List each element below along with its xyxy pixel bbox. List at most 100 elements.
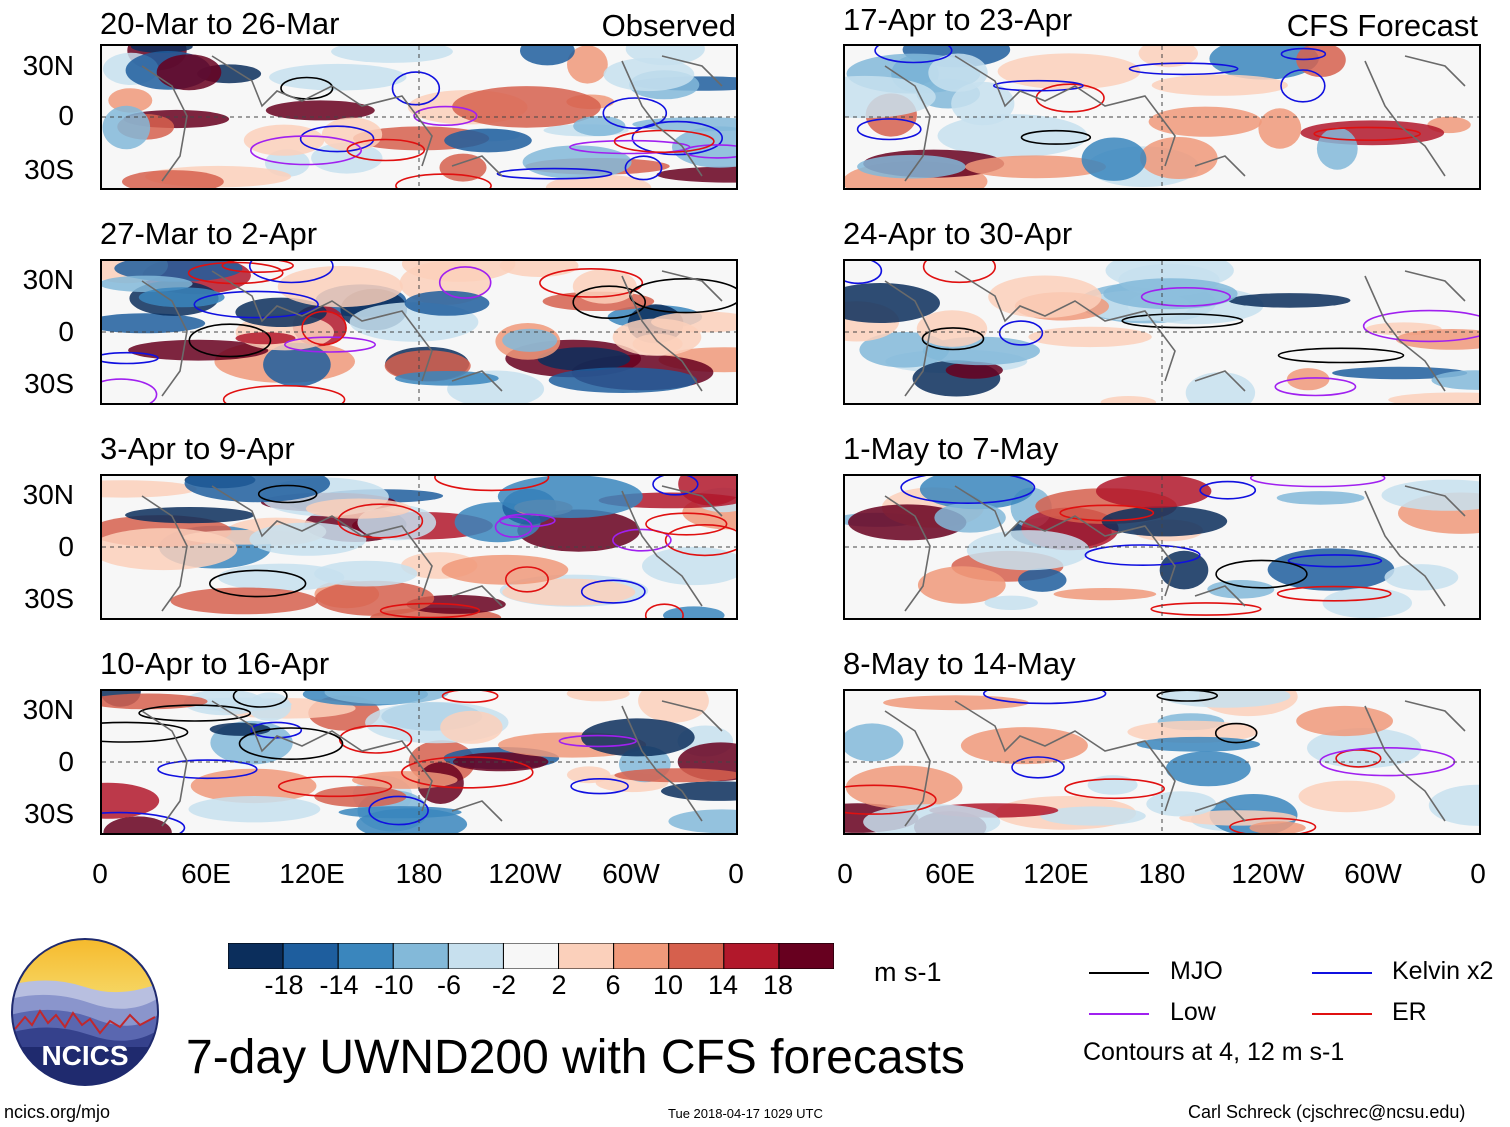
contour-line xyxy=(222,384,346,403)
legend-line-mjo xyxy=(1089,972,1149,974)
legend-line-er xyxy=(1312,1013,1372,1015)
field-blob xyxy=(566,691,630,702)
contour-line xyxy=(874,46,953,64)
cb-tick-m10: -10 xyxy=(374,970,414,1000)
contour-line xyxy=(1020,129,1092,145)
coastline xyxy=(884,55,1466,182)
field-blob xyxy=(656,166,736,183)
contour-line xyxy=(277,775,393,798)
map-panel-8 xyxy=(843,689,1481,835)
field-blob xyxy=(235,332,296,345)
contour-line xyxy=(102,378,158,403)
legend-mjo: MJO xyxy=(1170,957,1223,985)
xtick-left-60e: 60E xyxy=(181,858,231,889)
contour-line xyxy=(1156,691,1218,702)
colorbar-swatch-3 xyxy=(392,943,449,969)
field-blob xyxy=(209,722,271,736)
legend-er: ER xyxy=(1392,998,1427,1026)
field-blob xyxy=(573,115,626,137)
xtick-left-180: 180 xyxy=(395,858,443,889)
contour-line xyxy=(1249,476,1386,488)
contour-line xyxy=(221,261,294,273)
field-blob xyxy=(1322,587,1412,618)
map-panel-6 xyxy=(843,259,1481,405)
field-blob xyxy=(857,154,966,179)
cb-tick-18: 18 xyxy=(762,970,794,1000)
contour-line xyxy=(438,266,492,299)
field-blob xyxy=(1258,108,1302,149)
contour-line xyxy=(645,512,728,536)
ytick-30n-row1: 30N xyxy=(22,50,74,81)
field-blob xyxy=(928,53,988,92)
colorbar-swatch-0 xyxy=(228,943,284,969)
field-blob xyxy=(966,530,1090,571)
contour-line xyxy=(845,261,883,285)
cb-tick-14: 14 xyxy=(707,970,739,1000)
ytick-0-row1: 0 xyxy=(58,100,74,131)
contour-line xyxy=(1150,602,1262,616)
contour-line xyxy=(1011,756,1065,779)
field-blob xyxy=(638,691,709,723)
panel-title-8: 8-May to 14-May xyxy=(843,646,1076,681)
ytick-30n-row2: 30N xyxy=(22,264,74,295)
field-blob xyxy=(444,128,532,153)
field-blob xyxy=(537,347,631,371)
panel-title-2: 27-Mar to 2-Apr xyxy=(100,216,318,251)
xtick-right-180: 180 xyxy=(1138,858,1186,889)
field-blob xyxy=(1228,293,1351,308)
ytick-0-row2: 0 xyxy=(58,316,74,347)
field-blob xyxy=(984,595,1038,610)
contour-line xyxy=(187,261,284,285)
contour-line xyxy=(572,285,647,320)
field-blob xyxy=(1395,329,1479,350)
field-blob xyxy=(603,57,695,92)
contour-line xyxy=(434,476,550,492)
field-blob xyxy=(125,507,255,524)
xtick-left-0: 0 xyxy=(92,858,108,889)
contour-line xyxy=(1229,817,1317,833)
legend-line-low xyxy=(1089,1013,1149,1015)
contour-line xyxy=(400,756,534,789)
contour-line xyxy=(257,484,318,504)
field-blob xyxy=(265,100,375,121)
field-blob xyxy=(1140,137,1218,179)
contour-note: Contours at 4, 12 m s-1 xyxy=(1083,1038,1345,1066)
contour-line xyxy=(346,138,426,162)
field-blob xyxy=(845,283,940,323)
field-blob xyxy=(845,75,936,119)
field-blob xyxy=(1185,372,1256,403)
contour-line xyxy=(1064,778,1165,800)
panel-title-1: 20-Mar to 26-Mar xyxy=(100,6,340,41)
field-blob xyxy=(517,509,641,552)
field-blob xyxy=(1384,564,1459,591)
coastline xyxy=(884,270,1466,397)
logo-text: NCICS xyxy=(41,1040,128,1071)
map-panel-1 xyxy=(100,44,738,190)
field-blob xyxy=(314,560,418,587)
field-blob xyxy=(1296,46,1346,77)
ytick-30n-row3: 30N xyxy=(22,479,74,510)
field-blob xyxy=(1165,751,1251,787)
xtick-left-120e: 120E xyxy=(279,858,345,889)
field-blob xyxy=(311,142,383,174)
map-panel-4 xyxy=(100,689,738,835)
units-label: m s-1 xyxy=(874,957,942,987)
field-blob xyxy=(497,476,643,518)
coastline xyxy=(884,700,1466,827)
field-blob xyxy=(1096,476,1212,508)
field-blob xyxy=(1087,775,1138,795)
field-blob xyxy=(324,691,449,705)
field-blob xyxy=(1103,278,1238,310)
field-blob xyxy=(567,46,608,84)
coastline xyxy=(884,485,1466,612)
contour-line xyxy=(238,727,344,761)
contour-line xyxy=(1362,309,1479,343)
map-panel-7 xyxy=(843,474,1481,620)
field-blob xyxy=(1296,705,1393,737)
map-panel-2 xyxy=(100,259,738,405)
contour-line xyxy=(102,351,159,365)
field-blob xyxy=(1053,588,1157,601)
field-blob xyxy=(1388,392,1479,403)
field-blob xyxy=(102,313,206,334)
contour-line xyxy=(1121,313,1244,329)
